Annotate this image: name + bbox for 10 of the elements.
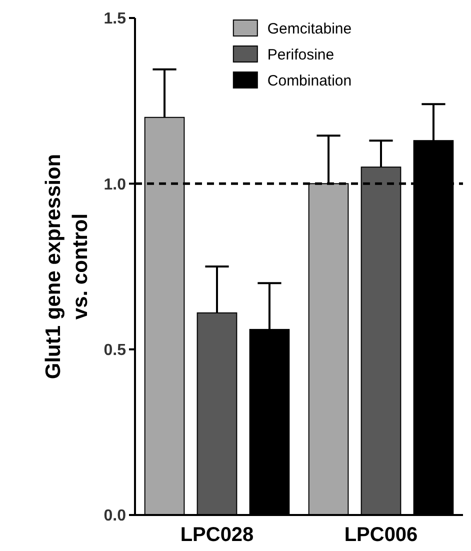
legend-label: Gemcitabine	[267, 20, 352, 38]
x-tick-label: LPC006	[344, 524, 418, 546]
y-tick-label: 0.5	[104, 342, 126, 359]
y-axis-title: Glut1 gene expression vs. control	[42, 154, 92, 380]
x-tick-label: LPC028	[180, 524, 254, 546]
y-tick-label: 1.5	[104, 10, 126, 28]
y-tick-label: 0.0	[104, 508, 126, 525]
legend-label: Combination	[267, 72, 352, 90]
legend-label: Perifosine	[267, 46, 334, 64]
y-tick-label: 1.0	[104, 176, 126, 194]
